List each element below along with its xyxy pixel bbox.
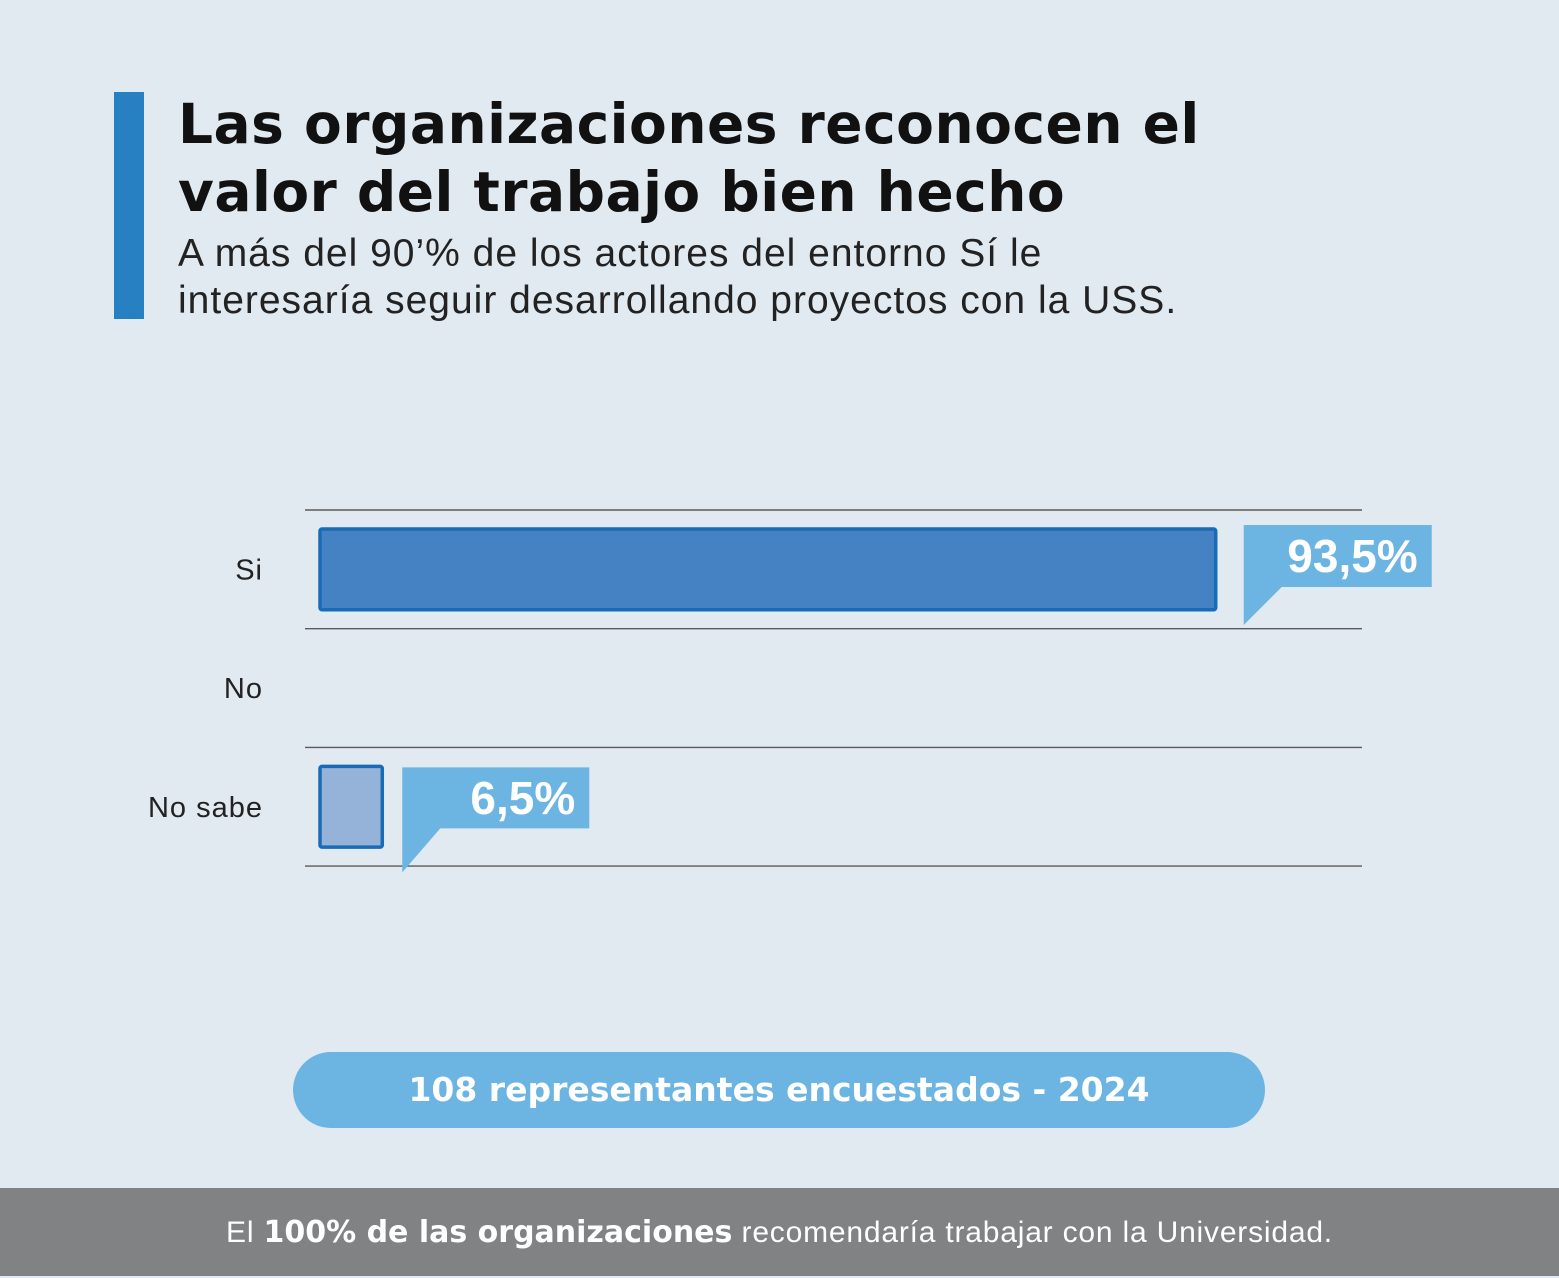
category-label: No: [224, 673, 263, 705]
value-label: 6,5%: [470, 772, 575, 824]
footer-prefix: El: [226, 1216, 264, 1249]
footer-suffix: recomendaría trabajar con la Universidad…: [732, 1216, 1333, 1249]
page-title: Las organizaciones reconocen el valor de…: [178, 90, 1478, 226]
category-label: Si: [235, 554, 263, 586]
value-callout: [1243, 525, 1432, 625]
subtitle-line-2: interesaría seguir desarrollando proyect…: [178, 279, 1178, 322]
survey-pill: 108 representantes encuestados - 2024: [293, 1052, 1265, 1128]
title-line-2: valor del trabajo bien hecho: [178, 160, 1066, 224]
bar: [318, 764, 385, 849]
accent-bar: [114, 92, 144, 319]
footer-bold: 100% de las organizaciones: [263, 1215, 733, 1250]
subtitle: A más del 90’% de los actores del entorn…: [178, 230, 1478, 324]
title-line-1: Las organizaciones reconocen el: [178, 92, 1200, 156]
category-label: No sabe: [148, 792, 263, 824]
value-callout: [402, 767, 590, 873]
value-label: 93,5%: [1287, 530, 1417, 582]
bar: [318, 527, 1218, 612]
footer-banner: El 100% de las organizaciones recomendar…: [0, 1188, 1559, 1276]
subtitle-line-1: A más del 90’% de los actores del entorn…: [178, 232, 1043, 275]
